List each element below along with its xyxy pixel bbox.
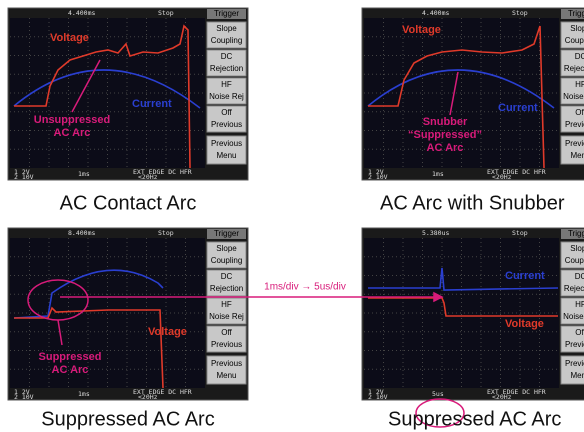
filter: <20Hz: [492, 173, 512, 181]
menu-item: Off: [575, 328, 584, 337]
channel: 2 10V: [368, 173, 388, 181]
menu-item: Noise Rej: [563, 92, 584, 101]
scope: 4.400ms Stop Trigger Slope Coupling DC Rejecti…: [8, 8, 248, 181]
label: Voltage: [50, 32, 89, 44]
menu-item: Previous: [211, 340, 242, 349]
filter: <20Hz: [492, 393, 512, 401]
delay: 8.400ms: [68, 229, 95, 237]
label: Snubber: [423, 116, 468, 128]
label: Current: [505, 270, 545, 282]
menu-item: Noise Rej: [209, 92, 244, 101]
menu-item: HF: [575, 80, 584, 89]
menu-item: Previous: [211, 120, 242, 129]
menu-item: DC: [575, 272, 584, 281]
menu-item: Slope: [570, 24, 584, 33]
transition-label: 1ms/div → 5us/div: [264, 282, 346, 293]
page: 4.400ms Stop Trigger Slope Coupling DC Rejecti…: [0, 0, 584, 432]
label: “Suppressed”: [408, 129, 482, 141]
filter: <20Hz: [138, 173, 158, 181]
filter: <20Hz: [138, 393, 158, 401]
menu-item: Rejection: [210, 64, 243, 73]
menu-item: Off: [575, 108, 584, 117]
label: Unsuppressed: [34, 114, 110, 126]
screen: [364, 238, 559, 388]
menu-item: Previous: [565, 120, 584, 129]
menu-item: Coupling: [211, 36, 243, 45]
caption: Suppressed AC Arc: [41, 408, 214, 430]
scope: 5.380us Stop Trigger Slope Coupling DC Rejecti…: [362, 228, 584, 401]
label: AC Arc: [54, 127, 91, 139]
state: Stop: [512, 9, 528, 17]
menu-item: Noise Rej: [209, 312, 244, 321]
menu-item: Off: [221, 108, 232, 117]
label: Voltage: [505, 318, 544, 330]
delay: 4.400ms: [422, 9, 449, 17]
label: Voltage: [148, 326, 187, 338]
menu-item: Previous: [565, 340, 584, 349]
menu-item: Menu: [216, 371, 236, 380]
channel: 2 10V: [14, 173, 34, 181]
menu-item: Menu: [570, 151, 584, 160]
timebase: 5us: [432, 390, 444, 398]
screen: [10, 18, 205, 168]
menu-item: Coupling: [565, 36, 584, 45]
menu-item: Off: [221, 328, 232, 337]
menu-item: Slope: [570, 244, 584, 253]
menu-item: Trigger: [568, 229, 584, 238]
menu-item: DC: [221, 52, 233, 61]
menu-item: Coupling: [565, 256, 584, 265]
menu-item: Coupling: [211, 256, 243, 265]
menu-item: Slope: [216, 244, 237, 253]
label: Current: [498, 102, 538, 114]
channel: 2 10V: [368, 393, 388, 401]
state: Stop: [512, 229, 528, 237]
label: Voltage: [402, 24, 441, 36]
menu-item: Trigger: [568, 9, 584, 18]
menu-item: Trigger: [214, 229, 239, 238]
menu-item: Noise Rej: [563, 312, 584, 321]
menu-item: Previous: [565, 359, 584, 368]
state: Stop: [158, 229, 174, 237]
channel: 2 10V: [14, 393, 34, 401]
menu-item: Previous: [211, 139, 242, 148]
caption: AC Arc with Snubber: [380, 192, 565, 214]
menu-item: Rejection: [564, 64, 584, 73]
scope: 8.400ms Stop Trigger Slope Coupling DC Rejecti…: [8, 228, 248, 401]
caption: Suppressed AC Arc: [388, 408, 561, 430]
timebase: 1ms: [78, 170, 90, 178]
label: AC Arc: [52, 364, 89, 376]
menu-item: Menu: [570, 371, 584, 380]
menu-item: DC: [221, 272, 233, 281]
state: Stop: [158, 9, 174, 17]
scope: 4.400ms Stop Trigger Slope Coupling DC Rejecti…: [362, 8, 584, 181]
menu-item: DC: [575, 52, 584, 61]
timebase: 1ms: [432, 170, 444, 178]
menu-item: Menu: [216, 151, 236, 160]
menu-item: HF: [221, 300, 232, 309]
label: AC Arc: [427, 142, 464, 154]
menu-item: Slope: [216, 24, 237, 33]
menu-item: Previous: [565, 139, 584, 148]
screen: [10, 238, 205, 388]
delay: 5.380us: [422, 229, 449, 237]
menu-item: Previous: [211, 359, 242, 368]
menu-item: Rejection: [564, 284, 584, 293]
label: Suppressed: [39, 351, 102, 363]
menu-item: HF: [575, 300, 584, 309]
caption: AC Contact Arc: [60, 192, 197, 214]
label: Current: [132, 98, 172, 110]
menu-item: Rejection: [210, 284, 243, 293]
delay: 4.400ms: [68, 9, 95, 17]
menu-item: HF: [221, 80, 232, 89]
menu-item: Trigger: [214, 9, 239, 18]
timebase: 1ms: [78, 390, 90, 398]
